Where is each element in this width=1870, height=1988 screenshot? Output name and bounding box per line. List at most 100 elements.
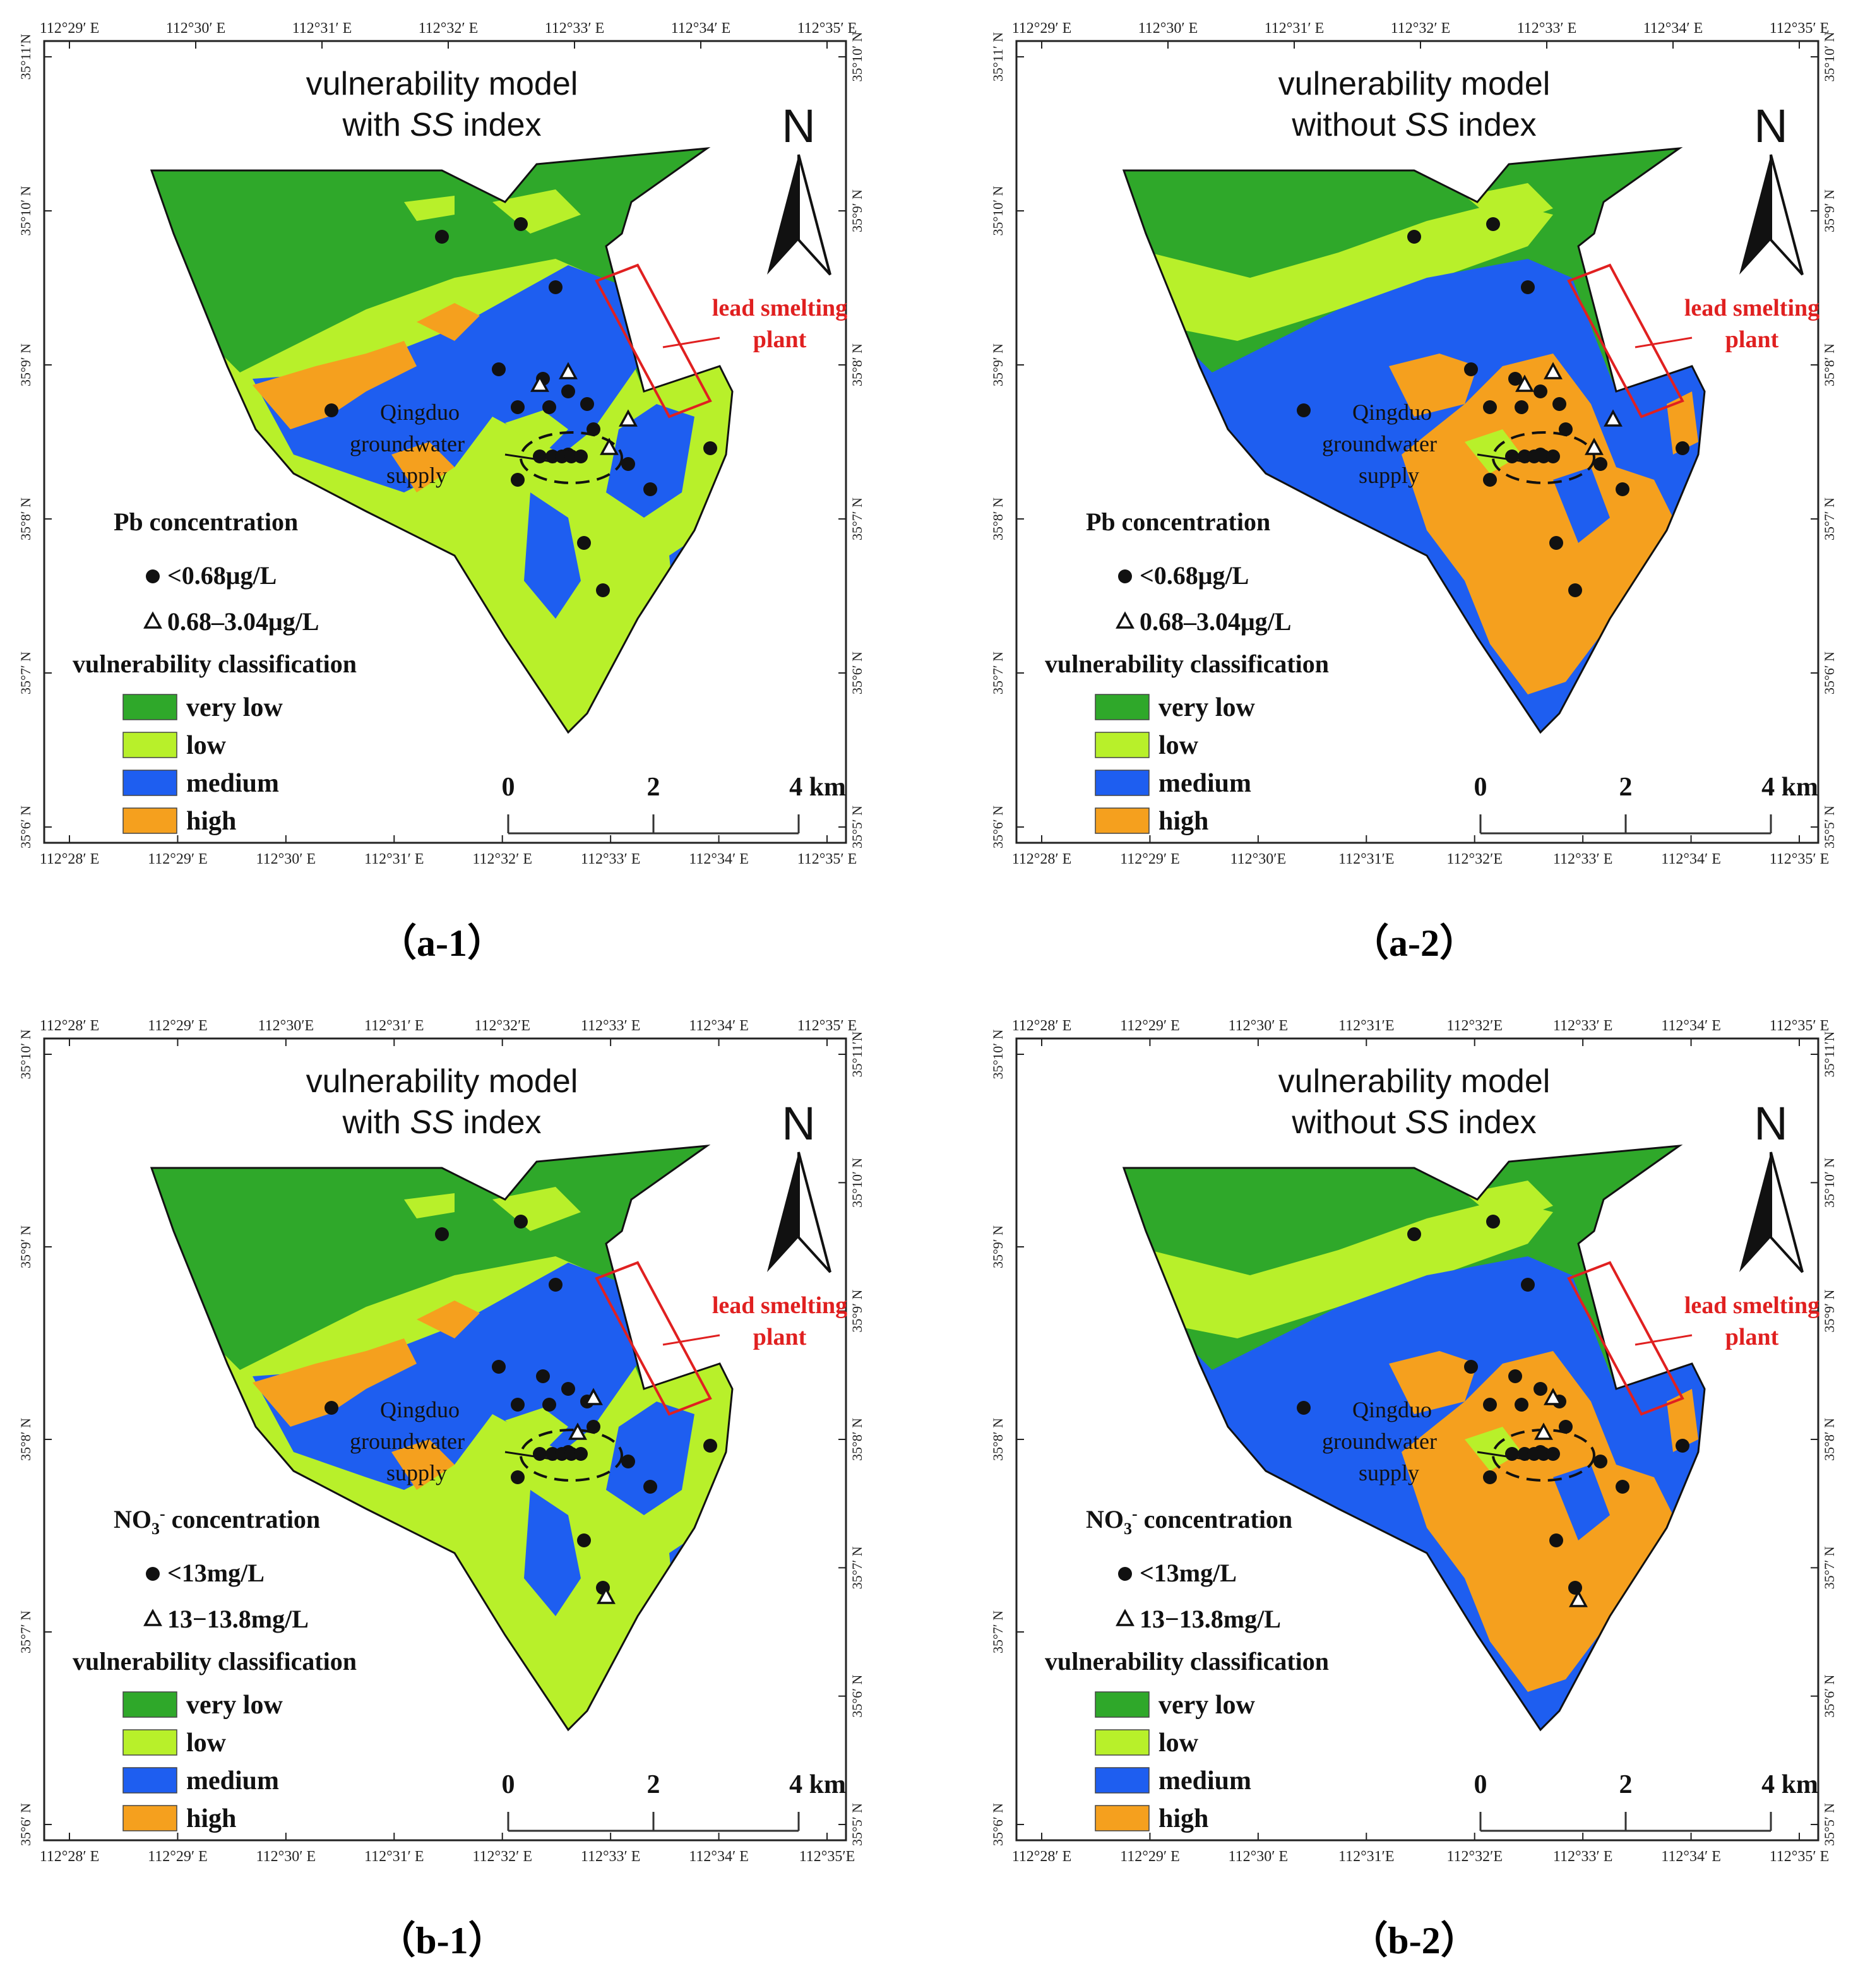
sample-point-circle (492, 1360, 506, 1374)
plant-label-line1: lead smelting (1684, 1292, 1819, 1319)
lat-tick-label: 35°10′ N (990, 186, 1006, 235)
lat-tick-label: 35°9′ N (18, 343, 33, 386)
sample-point-triangle (1534, 1422, 1553, 1440)
lon-tick-label: 112°32′ E (472, 1848, 532, 1865)
sample-point-circle (1297, 403, 1311, 417)
sample-point-circle (511, 1398, 525, 1412)
groundwater-supply-area (1492, 431, 1595, 484)
sample-point-circle (1568, 583, 1582, 597)
sample-point-circle (1483, 1470, 1497, 1484)
sample-point-circle (561, 384, 575, 398)
lon-tick-label: 112°34′ E (1661, 851, 1721, 867)
zone-high (253, 1338, 417, 1427)
map-panel-a-2: 112°29′ E 112°30′ E 112°31′ E 112°32′ E 112°… (985, 13, 1843, 867)
sample-point-triangle (584, 1388, 603, 1405)
legend-triangle-label: 13−13.8mg/L (1140, 1605, 1281, 1633)
lat-tick-label: 35°7′ N (1821, 1546, 1837, 1589)
map-title-line1: vulnerability model (306, 66, 578, 102)
legend-swatch-low (122, 1729, 177, 1756)
zone-low (492, 189, 581, 234)
lon-tick-label: 112°35′ E (1770, 851, 1830, 867)
legend-circle-symbol (1118, 569, 1132, 583)
lat-tick-label: 35°7′ N (849, 1546, 865, 1589)
legend-swatch-medium (122, 770, 177, 796)
legend-class-label: high (186, 807, 236, 836)
zone-low (1465, 429, 1522, 473)
lat-tick-label: 35°8′ N (18, 1418, 33, 1461)
north-label: N (1754, 100, 1787, 152)
lon-tick-label: 112°30′ E (166, 20, 226, 37)
title-prefix: without (1291, 1104, 1405, 1141)
lat-tick-label: 35°10′ N (18, 186, 33, 235)
lon-tick-label: 112°29′ E (1012, 20, 1072, 37)
scale-bar-label: 4 km (789, 1770, 846, 1799)
lat-tick-label: 35°8′ N (1821, 343, 1837, 386)
lon-tick-label: 112°33′ E (1517, 20, 1577, 37)
sample-point-circle (577, 536, 591, 550)
legend-class-label: high (1158, 807, 1208, 836)
lat-tick-label: 35°6′ N (18, 1803, 33, 1846)
legend-swatch-low (122, 732, 177, 758)
lead-smelting-plant-outline (595, 263, 712, 419)
sample-point-circle (1407, 230, 1421, 244)
zone-high (391, 442, 455, 492)
lon-tick-label: 112°29′ E (148, 851, 208, 867)
groundwater-supply-area (520, 1429, 623, 1482)
legend-swatch-high (1095, 807, 1150, 834)
supply-label-line3: supply (386, 463, 447, 488)
lat-tick-label: 35°9′ N (990, 1225, 1006, 1268)
sample-point-circle (1676, 1439, 1689, 1453)
legend-swatch-high (1095, 1805, 1150, 1831)
supply-label-line2: groundwater (350, 431, 465, 456)
supply-label-line2: groundwater (1322, 1429, 1437, 1454)
sample-point-circle (542, 400, 556, 414)
zone-medium (524, 492, 581, 619)
lon-tick-label: 112°33′ E (545, 20, 605, 37)
legend-circle-label: <0.68μg/L (1140, 561, 1249, 590)
lat-tick-label: 35°8′ N (849, 1418, 865, 1461)
north-arrow-icon (797, 1152, 831, 1273)
legend-swatch-high (122, 1805, 177, 1831)
sample-point-circle (1521, 1278, 1535, 1292)
supply-label-line1: Qingduo (1352, 1397, 1432, 1422)
lon-tick-label: 112°30′E (1230, 851, 1287, 867)
vulnerability-zones (1124, 1146, 1705, 1730)
sample-point-circle (577, 1533, 591, 1547)
concentration-legend-title: Pb concentration (114, 508, 298, 536)
map-title-line2: with SS index (342, 107, 541, 143)
sample-point-circle (549, 280, 563, 294)
title-ss: SS (1405, 1104, 1450, 1141)
lat-tick-label: 35°9′ N (18, 1225, 33, 1268)
lat-tick-label: 35°10′ N (18, 1029, 33, 1079)
lat-tick-label: 35°8′ N (1821, 1418, 1837, 1461)
sample-point-circle (1559, 422, 1573, 436)
lat-tick-label: 35°8′ N (849, 343, 865, 386)
title-suffix: index (454, 1104, 542, 1141)
sample-point-circle (1464, 1360, 1478, 1374)
sample-point-circle (514, 1215, 528, 1229)
lat-tick-label: 35°11′N (1821, 1032, 1837, 1078)
sample-point-circle (1549, 536, 1563, 550)
scale-bar-label: 2 (1619, 1770, 1633, 1799)
study-area-boundary (150, 1144, 734, 1732)
title-suffix: index (1449, 107, 1537, 143)
lat-tick-label: 35°10′ N (849, 1158, 865, 1208)
sample-point-circle (574, 449, 588, 463)
lat-tick-label: 35°10′ N (1821, 32, 1837, 81)
plant-leader-line (1635, 336, 1693, 348)
lon-tick-label: 112°32′E (1446, 851, 1503, 867)
concentration-legend-title: NO3- concentration (114, 1504, 320, 1538)
lat-tick-label: 35°6′ N (849, 652, 865, 694)
sample-point-circle (536, 1369, 550, 1383)
lon-tick-label: 112°28′ E (1012, 1848, 1072, 1865)
lat-tick-label: 35°7′ N (1821, 497, 1837, 540)
legend-class-label: very low (186, 1691, 283, 1720)
sample-point-circle (1534, 384, 1547, 398)
sample-point-circle (511, 473, 525, 487)
lon-tick-label: 112°35′ E (797, 1018, 857, 1034)
legend-triangle-symbol (143, 1609, 162, 1626)
north-label: N (1754, 1097, 1787, 1150)
title-ss: SS (410, 1104, 454, 1141)
vulnerability-legend-title: vulnerability classification (73, 650, 357, 678)
lat-tick-label: 35°10′ N (849, 32, 865, 81)
